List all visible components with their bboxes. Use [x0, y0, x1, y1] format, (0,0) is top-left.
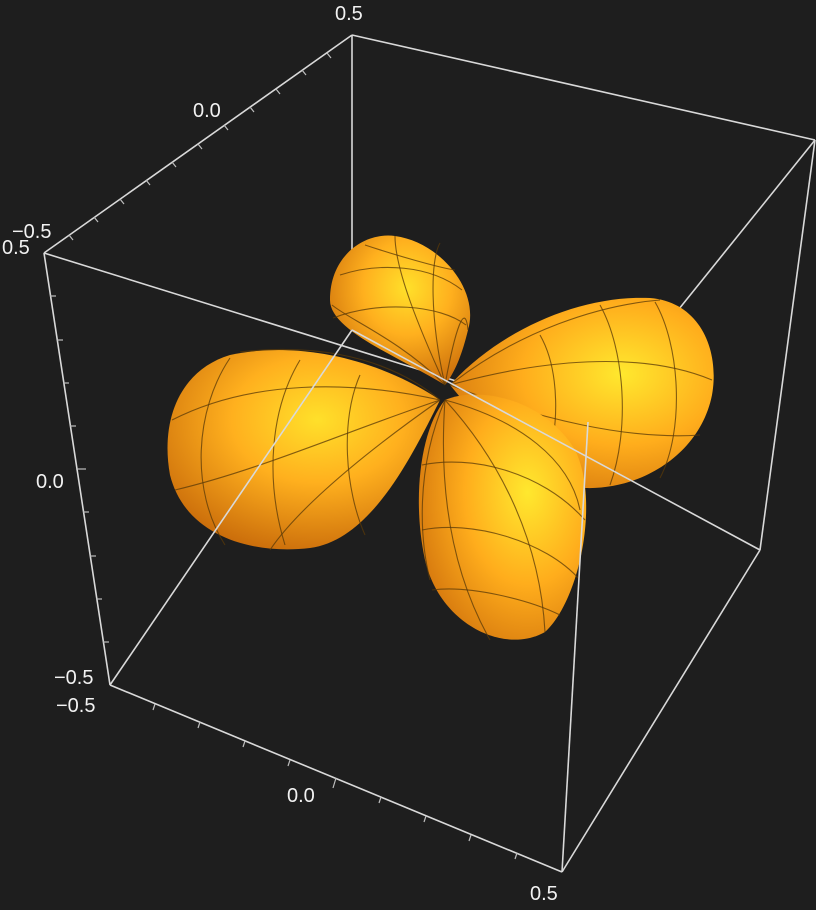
- lobe-left-front: [167, 348, 441, 551]
- lobe-lower-front: [418, 394, 587, 641]
- y-tick-min: −0.5: [12, 221, 51, 243]
- z-tick-mid: 0.0: [36, 471, 64, 493]
- lobe-upper-back: [330, 235, 471, 386]
- x-tick-max: 0.5: [530, 883, 558, 905]
- x-tick-min: −0.5: [56, 695, 95, 717]
- ticks-top-edge: [68, 52, 332, 241]
- z-tick-min: −0.5: [54, 667, 93, 689]
- x-tick-mid: 0.0: [287, 785, 315, 807]
- tick-labels: 0.5 0.0 −0.5 0.5 0.0 −0.5 −0.5 0.0 0.5: [2, 3, 558, 905]
- z-tick-max: 0.5: [2, 237, 30, 259]
- ticks-bottom-edge: [152, 703, 518, 860]
- y-tick-max: 0.5: [335, 3, 363, 25]
- surface: [167, 235, 714, 641]
- ticks-left-edge: [50, 295, 109, 643]
- y-tick-mid: 0.0: [193, 100, 221, 122]
